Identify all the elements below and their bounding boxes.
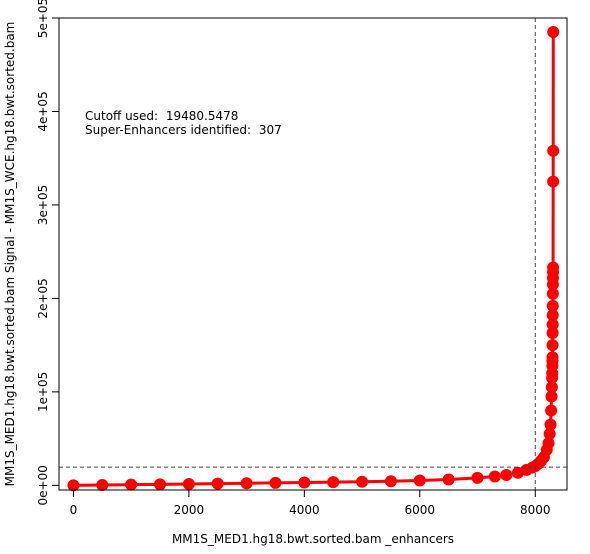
x-tick-label: 6000 xyxy=(405,503,436,517)
cutoff-annotation: Cutoff used: 19480.5478 xyxy=(85,109,238,123)
data-point xyxy=(182,478,195,491)
data-point xyxy=(546,326,559,339)
data-point xyxy=(546,318,559,331)
super-enhancer-label: Super-Enhancers identified: xyxy=(85,123,251,137)
data-point xyxy=(269,476,282,489)
data-point xyxy=(298,476,311,489)
data-point xyxy=(327,476,340,489)
data-point xyxy=(543,427,556,440)
data-point xyxy=(547,175,560,188)
data-point xyxy=(442,473,455,486)
cutoff-label: Cutoff used: xyxy=(85,109,158,123)
data-point xyxy=(154,478,167,491)
data-point xyxy=(546,287,559,300)
x-axis-title: MM1S_MED1.hg18.bwt.sorted.bam _enhancers xyxy=(172,532,454,546)
data-point xyxy=(546,309,559,322)
data-point xyxy=(542,437,555,450)
data-point xyxy=(413,474,426,487)
data-point xyxy=(211,477,224,490)
data-point xyxy=(544,418,557,431)
data-point xyxy=(547,144,560,157)
data-point xyxy=(547,261,560,274)
super-enhancer-count: 307 xyxy=(259,123,282,137)
data-point xyxy=(125,478,138,491)
x-axis: 0 2000 4000 6000 8000 xyxy=(70,489,551,517)
super-enhancer-annotation: Super-Enhancers identified: 307 xyxy=(85,123,282,137)
y-tick-label: 1e+05 xyxy=(36,372,50,412)
data-point xyxy=(67,479,80,492)
x-tick-label: 0 xyxy=(70,503,78,517)
x-tick-label: 2000 xyxy=(174,503,205,517)
data-point xyxy=(546,351,559,364)
data-point xyxy=(545,404,558,417)
y-tick-label: 3e+05 xyxy=(36,185,50,225)
y-axis: 0e+00 1e+05 2e+05 3e+05 4e+05 5e+05 xyxy=(36,0,60,505)
y-tick-label: 2e+05 xyxy=(36,278,50,318)
x-tick-label: 4000 xyxy=(289,503,320,517)
data-series-layer xyxy=(67,26,560,492)
y-tick-label: 4e+05 xyxy=(36,91,50,131)
data-point xyxy=(240,477,253,490)
cutoff-value: 19480.5478 xyxy=(166,109,239,123)
data-point xyxy=(471,471,484,484)
y-axis-title: MM1S_MED1.hg18.bwt.sorted.bam Signal - M… xyxy=(3,22,17,487)
cutoff-lines xyxy=(59,18,567,490)
data-point xyxy=(356,475,369,488)
data-point xyxy=(545,381,558,394)
y-tick-label: 0e+00 xyxy=(36,465,50,505)
y-tick-label: 5e+05 xyxy=(36,0,50,38)
data-point xyxy=(500,469,513,482)
data-point xyxy=(547,26,560,39)
data-point xyxy=(546,299,559,312)
data-point xyxy=(545,390,558,403)
data-point xyxy=(384,475,397,488)
x-tick-label: 8000 xyxy=(520,503,551,517)
data-point xyxy=(546,339,559,352)
data-point xyxy=(488,470,501,483)
data-point xyxy=(96,479,109,492)
